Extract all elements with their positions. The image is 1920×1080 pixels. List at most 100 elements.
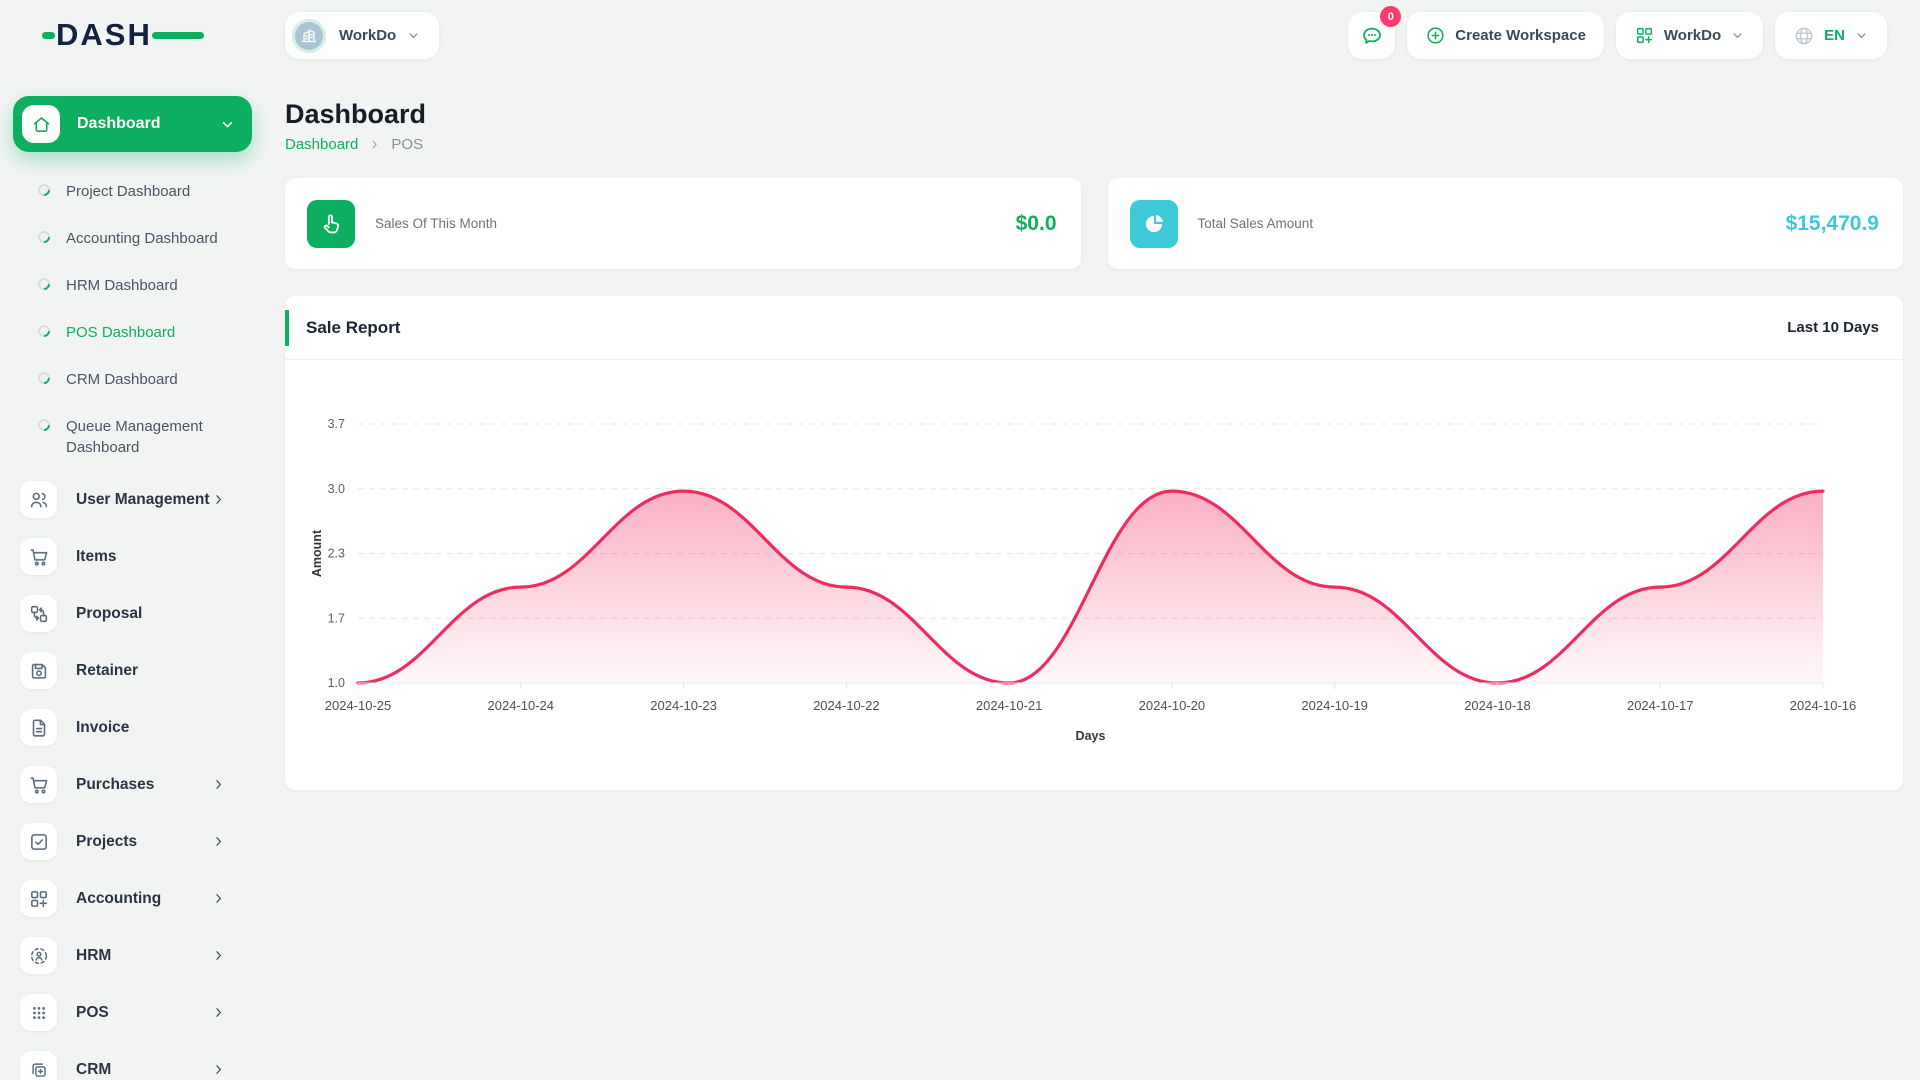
hrm-icon bbox=[28, 945, 50, 967]
x-tick-label: 2024-10-17 bbox=[1627, 698, 1694, 713]
plus-circle-icon bbox=[1425, 25, 1446, 46]
sidebar-menu-item[interactable]: HRM bbox=[20, 937, 252, 974]
ring-icon bbox=[35, 416, 53, 434]
chevron-right-icon bbox=[211, 1062, 226, 1077]
workspace-selector[interactable]: WorkDo bbox=[285, 12, 440, 59]
sidebar-item-label: Dashboard bbox=[77, 115, 161, 132]
chevron-down-icon bbox=[219, 116, 236, 133]
create-workspace-label: Create Workspace bbox=[1455, 27, 1586, 44]
ring-icon bbox=[35, 181, 53, 199]
sidebar-menu-item[interactable]: Items bbox=[20, 538, 252, 575]
sidebar-menu-item[interactable]: POS bbox=[20, 994, 252, 1031]
stat-cards-row: Sales Of This Month $0.0 Total Sales Amo… bbox=[285, 178, 1903, 269]
chevron-right-icon bbox=[211, 1005, 226, 1020]
submenu-item-label: Queue Management Dashboard bbox=[66, 418, 203, 456]
logo-accent-dot bbox=[42, 32, 55, 39]
stat-value: $0.0 bbox=[1015, 211, 1057, 235]
tap-icon bbox=[307, 199, 355, 248]
series-line bbox=[356, 489, 1825, 685]
dashboard-submenu-item[interactable]: CRM Dashboard bbox=[35, 356, 265, 403]
menu-item-label: POS bbox=[76, 1003, 109, 1021]
sale-report-header: Sale Report Last 10 Days bbox=[285, 296, 1903, 360]
language-selector[interactable]: EN bbox=[1775, 12, 1887, 59]
x-tick-label: 2024-10-20 bbox=[1139, 698, 1206, 713]
create-workspace-button[interactable]: Create Workspace bbox=[1407, 12, 1604, 59]
dashboard-submenu-item[interactable]: Accounting Dashboard bbox=[35, 215, 265, 262]
stat-value: $15,470.9 bbox=[1785, 211, 1879, 235]
cart-icon bbox=[28, 774, 50, 796]
chevron-right-icon bbox=[368, 138, 381, 151]
workspace-name: WorkDo bbox=[339, 27, 397, 44]
header-accent-bar bbox=[285, 310, 289, 346]
x-tick-label: 2024-10-18 bbox=[1464, 698, 1531, 713]
app-logo[interactable]: DASH bbox=[42, 14, 204, 56]
sidebar-menu-item[interactable]: Purchases bbox=[20, 766, 252, 803]
sidebar-menu-item[interactable]: Invoice bbox=[20, 709, 252, 746]
sidebar-menu: User Management Items Proposal Retainer … bbox=[20, 481, 252, 1080]
chevron-down-icon bbox=[406, 28, 421, 43]
stat-label: Total Sales Amount bbox=[1197, 216, 1314, 231]
sidebar-menu-item[interactable]: Proposal bbox=[20, 595, 252, 632]
messages-count-badge: 0 bbox=[1380, 6, 1402, 27]
x-tick-label: 2024-10-21 bbox=[976, 698, 1043, 713]
grid-plus-icon bbox=[1634, 25, 1655, 46]
dashboard-submenu-item[interactable]: HRM Dashboard bbox=[35, 262, 265, 309]
menu-item-label: Projects bbox=[76, 832, 138, 850]
dashboard-submenu: Project Dashboard Accounting Dashboard H… bbox=[35, 168, 265, 471]
menu-item-label: Items bbox=[76, 547, 117, 565]
stat-label: Sales Of This Month bbox=[375, 216, 498, 231]
x-axis-title: Days bbox=[1076, 729, 1106, 743]
ring-icon bbox=[35, 228, 53, 246]
sidebar-item-dashboard[interactable]: Dashboard bbox=[13, 96, 252, 152]
topbar: WorkDo 0 Create Workspace WorkDo EN bbox=[285, 6, 1903, 59]
chevron-down-icon bbox=[1730, 28, 1745, 43]
workflow-icon bbox=[28, 603, 50, 625]
chevron-down-icon bbox=[1854, 28, 1869, 43]
users-icon bbox=[28, 489, 50, 511]
sidebar-menu-item[interactable]: Retainer bbox=[20, 652, 252, 689]
menu-item-label: Retainer bbox=[76, 661, 139, 679]
dashboard-submenu-item[interactable]: Queue Management Dashboard bbox=[35, 403, 265, 471]
chart-range-label: Last 10 Days bbox=[1787, 319, 1879, 336]
menu-item-label: CRM bbox=[76, 1060, 112, 1078]
ring-icon bbox=[35, 275, 53, 293]
dashboard-submenu-item[interactable]: Project Dashboard bbox=[35, 168, 265, 215]
submenu-item-label: POS Dashboard bbox=[66, 324, 176, 341]
sale-report-chart: 1.0 1.7 2.3 3.0 3.7 2024-10-25 2024-10-24 2024-… bbox=[285, 360, 1903, 760]
chevron-right-icon bbox=[211, 891, 226, 906]
home-icon bbox=[22, 105, 60, 143]
globe-icon bbox=[1793, 25, 1815, 47]
breadcrumb-link-dashboard[interactable]: Dashboard bbox=[285, 136, 359, 153]
chat-icon bbox=[1360, 24, 1384, 48]
grid-plus-icon bbox=[28, 888, 50, 910]
stat-card-total-sales: Total Sales Amount $15,470.9 bbox=[1107, 178, 1903, 269]
menu-item-label: Proposal bbox=[76, 604, 143, 622]
menu-item-label: Accounting bbox=[76, 889, 162, 907]
messages-button[interactable]: 0 bbox=[1348, 6, 1402, 59]
sidebar-menu-item[interactable]: Projects bbox=[20, 823, 252, 860]
breadcrumb-current: POS bbox=[391, 136, 424, 153]
dots-grid-icon bbox=[28, 1002, 50, 1024]
workdo-menu-button[interactable]: WorkDo bbox=[1615, 12, 1764, 59]
x-axis: 2024-10-25 2024-10-24 2024-10-23 2024-10-22… bbox=[325, 682, 1856, 713]
language-code: EN bbox=[1824, 27, 1845, 44]
chevron-right-icon bbox=[211, 777, 226, 792]
y-tick-label: 1.7 bbox=[328, 611, 345, 625]
main-content: WorkDo 0 Create Workspace WorkDo EN bbox=[285, 0, 1903, 790]
menu-item-label: Purchases bbox=[76, 775, 155, 793]
y-tick-label: 2.3 bbox=[328, 547, 345, 561]
sidebar-menu-item[interactable]: User Management bbox=[20, 481, 252, 518]
chevron-right-icon bbox=[211, 948, 226, 963]
sidebar: DASH Dashboard Project Dashboard Account… bbox=[0, 0, 265, 1080]
y-tick-label: 3.7 bbox=[328, 417, 345, 431]
menu-item-label: Invoice bbox=[76, 718, 130, 736]
page-title: Dashboard bbox=[285, 99, 427, 129]
stat-card-sales-of-month: Sales Of This Month $0.0 bbox=[285, 178, 1081, 269]
sidebar-menu-item[interactable]: CRM bbox=[20, 1051, 252, 1080]
chart-title: Sale Report bbox=[306, 317, 401, 337]
x-tick-label: 2024-10-25 bbox=[325, 698, 392, 713]
dashboard-submenu-item[interactable]: POS Dashboard bbox=[35, 309, 265, 356]
sidebar-menu-item[interactable]: Accounting bbox=[20, 880, 252, 917]
chevron-right-icon bbox=[211, 834, 226, 849]
